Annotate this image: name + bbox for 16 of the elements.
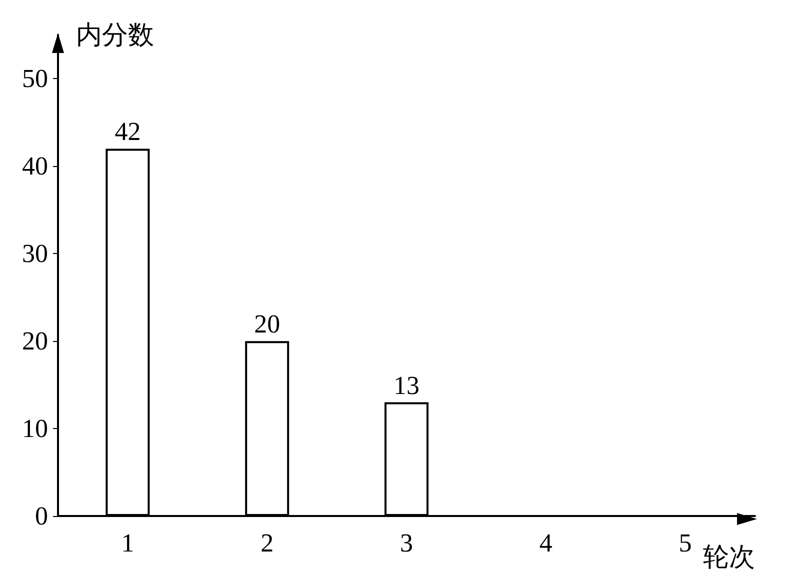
x-axis-title: 轮次 <box>703 542 755 570</box>
y-tick-label: 30 <box>22 239 48 268</box>
x-tick-label: 3 <box>400 528 413 558</box>
x-tick-label: 5 <box>678 528 692 558</box>
y-tick-label: 50 <box>22 64 48 94</box>
data-label: 13 <box>394 370 420 400</box>
x-tick-label: 4 <box>539 528 552 558</box>
data-label: 20 <box>254 310 280 339</box>
y-axis-title: 内分数 <box>76 20 154 50</box>
x-tick-label: 1 <box>121 528 134 558</box>
y-tick-label: 0 <box>35 502 48 530</box>
y-tick-label: 10 <box>22 414 48 444</box>
y-tick-label: 40 <box>22 152 48 181</box>
data-label: 42 <box>114 117 141 146</box>
y-tick-label: 20 <box>22 326 48 356</box>
x-tick-label: 2 <box>260 528 274 558</box>
